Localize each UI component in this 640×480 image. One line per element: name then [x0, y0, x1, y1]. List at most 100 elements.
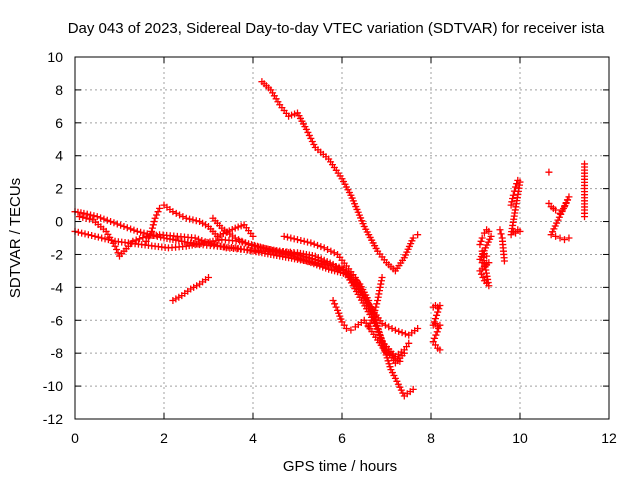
data-point	[302, 125, 310, 133]
y-tick-label: -12	[43, 411, 63, 427]
data-point	[191, 234, 199, 242]
data-point	[512, 183, 520, 191]
data-point	[113, 246, 121, 254]
x-tick-label: 4	[249, 430, 257, 446]
data-point	[331, 300, 339, 308]
data-point	[283, 233, 291, 241]
data-point	[179, 213, 187, 221]
data-point	[433, 311, 441, 319]
data-point	[98, 234, 106, 242]
y-tick-label: 0	[55, 214, 63, 230]
data-point	[127, 225, 135, 233]
y-tick-label: -6	[51, 312, 64, 328]
data-point	[374, 325, 382, 333]
data-point	[297, 236, 305, 244]
data-point	[249, 232, 257, 240]
data-point	[304, 238, 312, 246]
data-point	[500, 257, 508, 265]
data-point	[476, 241, 484, 249]
data-point	[401, 330, 409, 338]
data-point	[241, 239, 249, 247]
data-point	[327, 247, 335, 255]
data-point	[192, 217, 200, 225]
axis-ticks: 0 2 4 6 8 10 12 -12 -10 -8 -6 -4 -2 0 2 4 6 8 10	[43, 49, 617, 446]
data-point	[80, 209, 88, 217]
y-tick-label: 10	[47, 49, 63, 65]
data-point	[94, 233, 102, 241]
grid-lines	[75, 57, 609, 419]
data-point	[477, 237, 485, 245]
data-point	[332, 263, 340, 271]
data-point	[320, 244, 328, 252]
data-point	[123, 224, 131, 232]
data-point	[310, 240, 318, 248]
data-point	[329, 262, 337, 270]
data-point	[117, 221, 125, 229]
data-point	[137, 228, 145, 236]
data-point	[156, 204, 164, 212]
data-point	[476, 267, 484, 275]
y-tick-label: 8	[55, 82, 63, 98]
data-point	[377, 335, 385, 343]
data-point	[308, 137, 316, 145]
data-point	[391, 326, 399, 334]
data-point	[87, 211, 95, 219]
data-point	[436, 346, 444, 354]
data-point	[248, 241, 256, 249]
data-point	[153, 211, 161, 219]
data-point	[372, 303, 380, 311]
data-point	[508, 198, 516, 206]
data-point	[509, 195, 517, 203]
data-point	[336, 264, 344, 272]
data-point	[120, 222, 128, 230]
data-point	[477, 270, 485, 278]
data-point	[516, 227, 524, 235]
data-point	[74, 228, 82, 236]
data-point	[151, 214, 159, 222]
data-point	[485, 227, 493, 235]
data-point	[235, 236, 243, 244]
data-point	[395, 327, 403, 335]
y-tick-label: -8	[51, 345, 64, 361]
data-point	[374, 322, 382, 330]
data-point	[83, 210, 91, 218]
x-tick-label: 8	[427, 430, 435, 446]
data-point	[130, 226, 138, 234]
data-point	[370, 310, 378, 318]
data-point	[305, 131, 313, 139]
data-point	[251, 242, 259, 250]
data-point	[100, 215, 108, 223]
data-point	[545, 168, 553, 176]
data-point	[107, 218, 115, 226]
data-point	[245, 241, 253, 249]
data-point	[398, 329, 406, 337]
data-point	[381, 321, 389, 329]
x-tick-label: 12	[601, 430, 617, 446]
data-point	[497, 230, 505, 238]
data-point	[547, 231, 555, 239]
data-point	[114, 249, 122, 257]
data-point	[414, 325, 422, 332]
data-point	[431, 334, 439, 342]
data-point	[294, 236, 301, 244]
data-point	[436, 301, 444, 309]
data-point	[198, 236, 206, 244]
data-point	[110, 219, 118, 227]
data-point	[376, 331, 384, 339]
data-point	[111, 242, 119, 250]
data-point	[310, 140, 318, 148]
data-point	[339, 266, 347, 274]
data-point	[368, 316, 376, 324]
data-point	[78, 229, 86, 237]
data-point	[150, 218, 158, 226]
data-point	[90, 212, 98, 220]
data-point	[129, 237, 137, 245]
data-point	[479, 273, 487, 281]
data-point	[79, 213, 87, 221]
data-point	[300, 237, 308, 245]
data-point	[342, 325, 350, 332]
data-point	[182, 214, 190, 222]
data-point	[330, 249, 338, 257]
data-point	[231, 234, 239, 242]
data-point	[434, 308, 442, 316]
